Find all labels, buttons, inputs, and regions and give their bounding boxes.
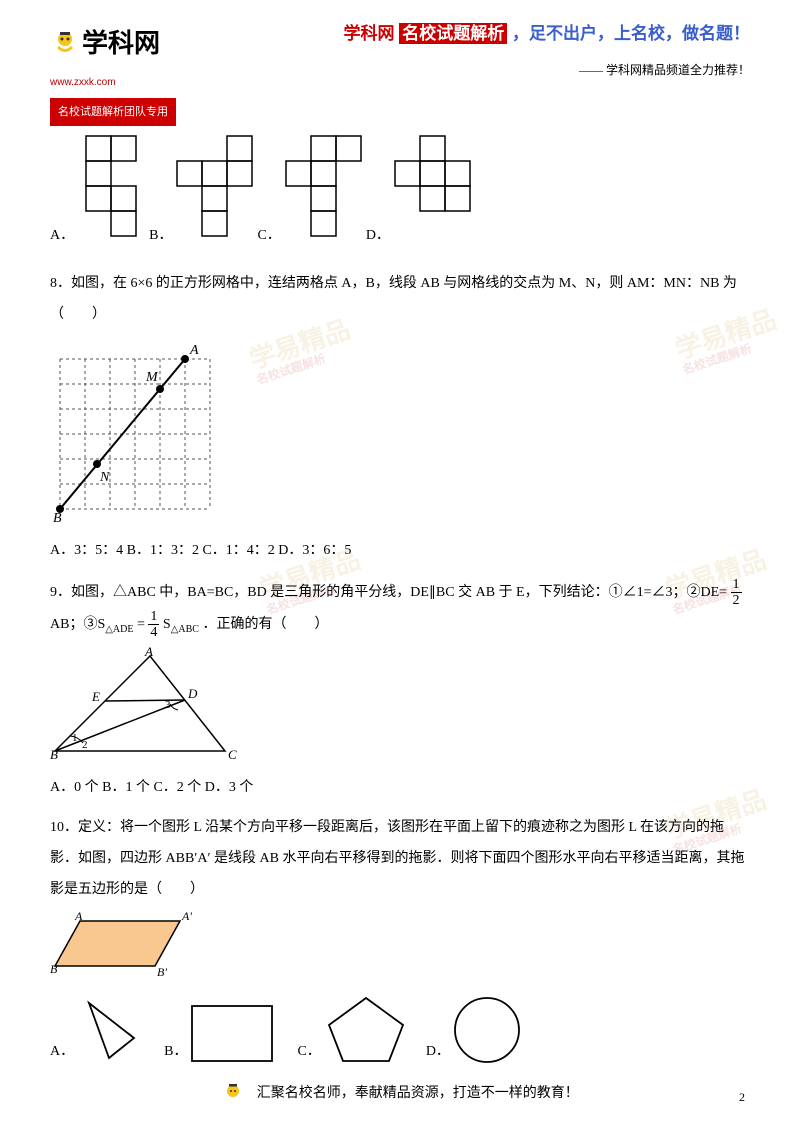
q10-figure-main: A A' B B' [50, 911, 220, 981]
svg-text:B: B [53, 511, 62, 524]
q9-text-s: S [163, 617, 171, 632]
svg-text:A: A [144, 646, 153, 659]
q8-options: A．3：5：4 B．1：3：2 C．1：4：2 D．3：6：5 [50, 536, 750, 567]
q10-option-d-label: D． [426, 1037, 450, 1068]
q10-text: 10．定义：将一个图形 L 沿某个方向平移一段距离后，该图形在平面上留下的痕迹称… [50, 813, 750, 905]
q7-figure-b [172, 131, 257, 251]
header-slogan: ，足不出户，上名校，做名题！ [512, 24, 750, 43]
svg-text:D: D [187, 686, 198, 701]
svg-text:N: N [99, 470, 110, 485]
svg-text:E: E [91, 689, 100, 704]
q10-option-c-label: C． [297, 1037, 320, 1068]
header-highlight: 名校试题解析 [399, 23, 507, 44]
q10-option-b-label: B． [164, 1037, 187, 1068]
q7-option-a-label: A． [50, 221, 74, 252]
content-area: A． B． [50, 131, 750, 1067]
q9-text-d: ．正确的有（ ） [202, 617, 328, 632]
fraction-half: 12 [731, 577, 742, 609]
q7-figure-d [390, 131, 475, 251]
q8-text: 8．如图，在 6×6 的正方形网格中，连结两格点 A，B，线段 AB 与网格线的… [50, 269, 750, 331]
logo-url: www.zxxk.com [50, 72, 176, 94]
q7-option-d-label: D． [366, 221, 390, 252]
q9-text: 9．如图，△ABC 中，BA=BC，BD 是三角形的角平分线，DE∥BC 交 A… [50, 577, 750, 641]
q9-sub-abc: △ABC [171, 624, 199, 635]
svg-text:A: A [189, 343, 199, 358]
svg-text:A: A [74, 911, 83, 923]
q10-figure-a [74, 998, 149, 1068]
svg-text:B: B [50, 747, 58, 761]
svg-text:B: B [50, 962, 58, 976]
fraction-quarter: 14 [148, 609, 159, 641]
footer-icon [221, 1082, 245, 1106]
svg-text:B': B' [157, 965, 167, 979]
q9-options: A．0 个 B．1 个 C．2 个 D．3 个 [50, 773, 750, 804]
page-header: 学科网 www.zxxk.com 名校试题解析团队专用 学科网 名校试题解析 ，… [50, 0, 750, 126]
svg-text:A': A' [181, 911, 192, 923]
footer-text: 汇聚名校名师，奉献精品资源，打造不一样的教育！ [257, 1086, 579, 1101]
logo-text: 学科网 [82, 15, 160, 72]
q7-option-c-label: C． [257, 221, 280, 252]
svg-text:M: M [145, 370, 159, 385]
q10-figure-c [321, 993, 411, 1068]
q10-options: A． B． C． D． [50, 993, 750, 1068]
q7-figure-c [281, 131, 366, 251]
header-right: 学科网 名校试题解析 ，足不出户，上名校，做名题！ —— 学科网精品频道全力推荐… [344, 15, 750, 84]
header-brand: 学科网 [344, 24, 395, 43]
q9-text-b: AB；③S [50, 617, 105, 632]
q10-figure-b [187, 998, 282, 1068]
page-number: 2 [739, 1084, 745, 1110]
header-subline: —— 学科网精品频道全力推荐！ [344, 57, 750, 83]
logo-icon [50, 29, 80, 59]
q7-figure-a [74, 131, 149, 251]
q7-options: A． B． [50, 131, 750, 251]
page-footer: 汇聚名校名师，奉献精品资源，打造不一样的教育！ [0, 1079, 800, 1110]
svg-text:2: 2 [82, 739, 88, 751]
q9-text-a: 9．如图，△ABC 中，BA=BC，BD 是三角形的角平分线，DE∥BC 交 A… [50, 585, 727, 600]
q7-option-b-label: B． [149, 221, 172, 252]
q9-sub-ade: △ADE [105, 624, 133, 635]
q10-figure-d [450, 993, 525, 1068]
q9-text-c: = [137, 617, 145, 632]
q8-figure: A M N B [50, 339, 220, 524]
header-badge: 名校试题解析团队专用 [50, 98, 176, 126]
logo-section: 学科网 www.zxxk.com 名校试题解析团队专用 [50, 15, 176, 126]
q10-option-a-label: A． [50, 1037, 74, 1068]
svg-text:C: C [228, 747, 237, 761]
q9-figure: A B C D E 1 2 3 [50, 646, 240, 761]
